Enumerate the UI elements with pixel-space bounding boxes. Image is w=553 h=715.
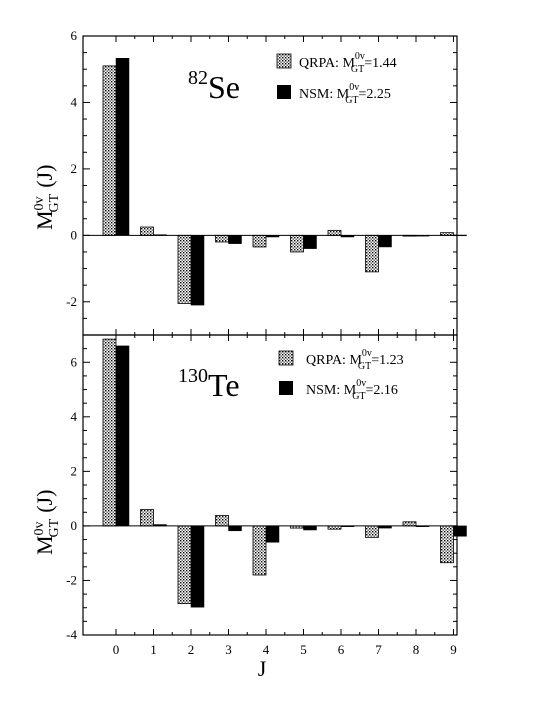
legend-top: QRPA: M0v GT=1.44 NSM: M0v GT=2.25 [276,51,397,106]
x-tick-labels: 0 1 2 3 4 5 6 7 8 9 [113,642,457,657]
plot-frame-bottom [82,334,458,636]
bar-qrpa-j5 [290,234,304,253]
x-axis-label: J [258,656,267,681]
y-tick-label: 6 [71,354,78,369]
legend-entry-nsm: NSM: M0v GT=2.25 [299,82,391,106]
axis-ticks-bottom [83,334,457,636]
legend-bottom: QRPA: M0v GT=1.23 NSM: M0v GT=2.16 [278,348,404,402]
plot-frame-top [82,35,458,336]
legend-entry-nsm-2: NSM: M0v GT=2.16 [306,378,398,402]
y-tick-label: 4 [71,409,78,424]
bar-qrpa-j0 [102,338,117,527]
x-tick-label: 3 [225,642,232,657]
x-tick-label: 7 [375,642,382,657]
y-tick-label: -4 [66,627,77,642]
bar-nsm-j3 [228,235,242,244]
bar-qrpa-j2 [177,234,192,304]
legend-swatch-nsm [277,85,291,99]
legend-entry-qrpa-2: QRPA: M0v GT=1.23 [306,348,404,372]
x-tick-label: 4 [263,642,270,657]
x-tick-label: 2 [188,642,195,657]
bar-qrpa-j2 [177,525,192,605]
y-axis-label-bottom: M0vGT(J) [32,490,62,555]
legend-swatch-qrpa-2 [278,350,294,366]
nucleus-label-se: 82Se [188,67,240,105]
y-tick-labels-top: -2 0 2 4 6 [66,28,77,309]
bar-qrpa-j3 [215,515,229,527]
x-tick-label: 6 [338,642,345,657]
y-tick-label: 6 [71,28,78,43]
bar-qrpa-j8 [402,521,417,527]
bar-qrpa-j1 [140,226,154,236]
bar-qrpa-j7 [365,525,379,538]
legend-swatch-qrpa [276,53,292,69]
x-tick-label: 0 [113,642,120,657]
nucleus-label-te: 130Te [178,365,240,403]
bar-qrpa-j9 [440,525,454,564]
bar-nsm-j0 [115,345,130,527]
axis-ticks-top [83,35,457,336]
bar-nsm-j7 [378,235,392,248]
y-tick-label: 4 [71,94,78,109]
bar-qrpa-j4 [252,234,267,248]
bar-qrpa-j6 [327,229,342,236]
bar-nsm-j4 [265,525,280,543]
bar-nsm-j2 [190,235,205,306]
bar-nsm-j5 [303,525,317,531]
y-tick-label: 2 [71,161,78,176]
bar-qrpa-j3 [215,234,229,243]
legend-swatch-nsm-2 [279,381,293,395]
panel-te130: -4 -2 0 2 4 6 0 1 2 3 4 5 6 7 8 9 130Te QRPA: M0v GT=1.… [32,334,467,681]
bar-nsm-j3 [228,525,242,532]
bars-top [102,58,467,306]
y-tick-label: 0 [71,518,78,533]
bar-qrpa-j7 [365,234,379,273]
legend-entry-qrpa: QRPA: M0v GT=1.44 [299,51,397,75]
bar-qrpa-j0 [102,65,117,236]
x-tick-label: 1 [150,642,157,657]
x-tick-label: 5 [300,642,307,657]
bar-qrpa-j1 [140,509,154,527]
bar-nsm-j9 [453,525,467,537]
x-tick-label: 8 [413,642,420,657]
bar-qrpa-j4 [252,525,267,576]
y-tick-label: -2 [66,572,77,587]
x-tick-label: 9 [450,642,457,657]
y-axis-label-top: M0vGT(J) [32,165,62,230]
bar-nsm-j0 [115,58,130,236]
y-tick-label: 0 [71,227,78,242]
bar-nsm-j5 [303,235,317,249]
bar-nsm-j2 [190,525,205,608]
bars-bottom [102,338,467,608]
y-tick-label: 2 [71,463,78,478]
y-tick-label: -2 [66,294,77,309]
panel-se82: -2 0 2 4 6 82Se QRPA: M0v GT=1.44 NSM: M0v GT=… [32,28,467,336]
y-tick-labels-bottom: -4 -2 0 2 4 6 [66,354,77,642]
